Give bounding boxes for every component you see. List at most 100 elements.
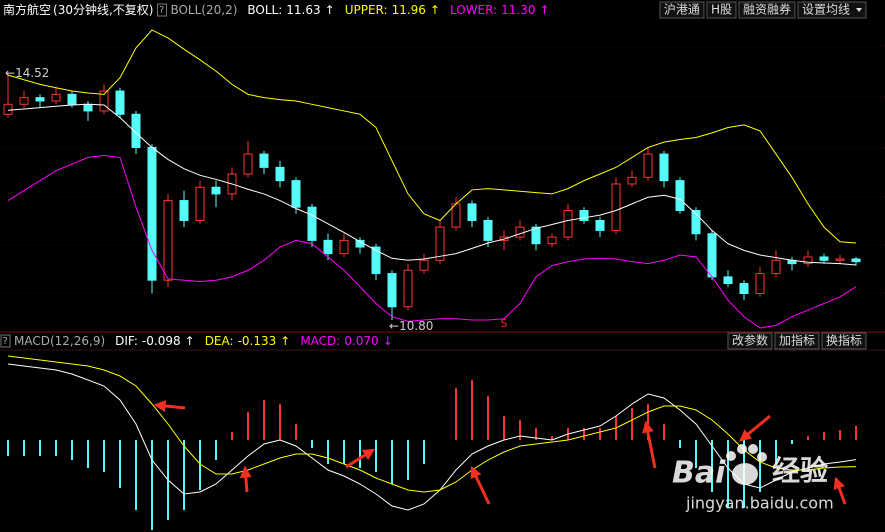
legend-value: -0.098: [142, 334, 181, 348]
legend-value: 11.96: [392, 3, 426, 17]
chart-subtitle: (30分钟线,不复权): [53, 2, 153, 17]
candle-body: [275, 166, 285, 182]
watermark-brand: Bai: [672, 456, 726, 491]
legend-name: BOLL:: [247, 3, 282, 17]
candle-body: [371, 246, 381, 275]
annotation-label: 14.52: [15, 66, 49, 80]
arrow: [641, 420, 657, 469]
candle-body: [3, 103, 13, 115]
button-label: 换指标: [826, 333, 862, 348]
legend-arrow: ↑: [280, 334, 290, 348]
candle-body: [771, 259, 781, 275]
button-frame: [706, 1, 737, 19]
toolbar-button[interactable]: 改参数: [727, 332, 773, 350]
candle-body: [83, 103, 93, 112]
candle-body: [387, 273, 397, 308]
candle-body: [531, 226, 541, 245]
candle-body: [259, 153, 269, 168]
candle-body: [99, 90, 109, 112]
annotation-arrow: ←: [389, 319, 399, 333]
candle-body: [483, 219, 493, 241]
legend-arrow: ↑: [430, 3, 440, 17]
button-label: H股: [711, 3, 732, 17]
candle-body: [403, 269, 413, 308]
help-button: ?: [159, 5, 164, 16]
toolbar-button[interactable]: 设置均线: [797, 1, 867, 19]
candle-body: [803, 256, 813, 265]
help-box: [0, 334, 11, 348]
arrow: [833, 476, 847, 505]
button-frame: [659, 1, 705, 19]
candle-body: [627, 176, 637, 185]
panel-header: 南方航空 (30分钟线,不复权): [3, 2, 153, 17]
price-annotation: ←10.80: [389, 319, 433, 333]
legend-arrow: ↑: [185, 334, 195, 348]
legend-name: LOWER:: [450, 3, 497, 17]
button-frame: [727, 332, 773, 350]
annotation-label: 10.80: [399, 319, 433, 333]
watermark: Bai 经验 jingyan.baidu.com: [672, 444, 834, 513]
candle-body: [339, 239, 349, 255]
legend-name: UPPER:: [345, 3, 388, 17]
candle-body: [675, 180, 685, 212]
candle-body: [515, 226, 525, 238]
price-annotation: ←14.52: [5, 66, 49, 80]
button-frame: [774, 332, 820, 350]
macd-line: [7, 363, 857, 511]
candle-body: [19, 97, 29, 105]
candle-body: [323, 239, 333, 255]
candle-body: [851, 258, 861, 263]
candle-body: [547, 236, 557, 245]
boll-line: [7, 29, 857, 244]
annotation-arrows: [153, 400, 847, 505]
candle-body: [163, 200, 173, 281]
button-label: 沪港通: [664, 3, 700, 17]
button-label: 改参数: [732, 333, 768, 348]
legend-name: DIF:: [115, 334, 138, 348]
boll-line: [7, 154, 857, 329]
dropdown-caret: [856, 8, 862, 12]
candle-body: [691, 210, 701, 235]
arrow: [345, 448, 376, 469]
indicator-legend: MACD(12,26,9) DIF: -0.098 ↑ DEA: -0.133 ↑ MACD:…: [14, 334, 393, 348]
candle-body: [595, 219, 605, 231]
paw: [726, 451, 736, 461]
arrow: [739, 414, 771, 442]
legend-value: 0.070: [344, 334, 378, 348]
candle-body: [115, 90, 125, 115]
candle-body: [195, 186, 205, 221]
candle-body: [435, 226, 445, 261]
toolbar-button[interactable]: 融资融券: [738, 1, 796, 19]
legend-name: MACD:: [300, 334, 340, 348]
toolbar-button[interactable]: 沪港通: [659, 1, 705, 19]
candle-body: [579, 210, 589, 221]
boll-line: [7, 103, 857, 266]
candle-body: [755, 273, 765, 294]
button-frame: [821, 332, 867, 350]
paw: [748, 444, 758, 454]
macd-line: [7, 355, 857, 493]
candle-body: [147, 146, 157, 281]
candle-body: [243, 153, 253, 175]
legend-arrow: ↓: [383, 334, 393, 348]
paw: [757, 452, 767, 462]
toolbar-button[interactable]: H股: [706, 1, 737, 19]
candle-body: [131, 113, 141, 148]
toolbar-button[interactable]: 换指标: [821, 332, 867, 350]
chart-title: 南方航空: [3, 2, 51, 17]
candle-body: [611, 183, 621, 231]
candle-body: [819, 256, 829, 261]
candle-body: [51, 93, 61, 102]
arrow: [470, 465, 491, 505]
candle-body: [643, 153, 653, 178]
toolbar-button[interactable]: 加指标: [774, 332, 820, 350]
candle-body: [723, 276, 733, 285]
candle-body: [67, 93, 77, 105]
annotation-arrow: ←: [5, 66, 15, 80]
candle-body: [307, 206, 317, 241]
paw: [732, 463, 758, 485]
candle-body: [35, 97, 45, 102]
candle-body: [739, 283, 749, 294]
